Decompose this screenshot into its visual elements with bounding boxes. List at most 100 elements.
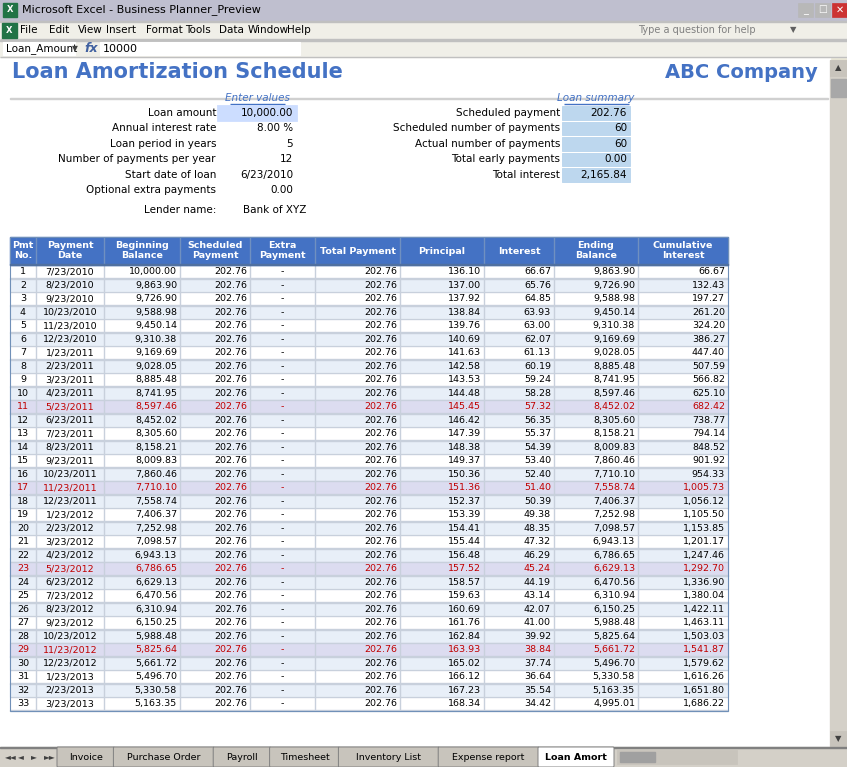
Text: 9,588.98: 9,588.98 <box>593 295 635 303</box>
Text: 8,009.83: 8,009.83 <box>135 456 177 466</box>
Text: Date: Date <box>58 251 83 259</box>
Text: -: - <box>281 443 285 452</box>
Text: ►: ► <box>31 752 37 762</box>
Text: Balance: Balance <box>121 251 163 259</box>
Bar <box>10 237 728 265</box>
Bar <box>10 522 728 535</box>
Text: 625.10: 625.10 <box>692 389 725 398</box>
FancyBboxPatch shape <box>213 747 270 767</box>
Text: 202.76: 202.76 <box>214 267 247 276</box>
Bar <box>10 346 728 360</box>
Bar <box>10 237 728 710</box>
Text: -: - <box>281 362 285 370</box>
Bar <box>10 697 728 710</box>
Text: Purchase Order: Purchase Order <box>127 752 201 762</box>
Text: 47.32: 47.32 <box>524 537 551 546</box>
Text: 202.76: 202.76 <box>214 416 247 425</box>
Text: 202.76: 202.76 <box>364 483 397 492</box>
Bar <box>10 616 728 630</box>
Text: 7,860.46: 7,860.46 <box>593 456 635 466</box>
Bar <box>10 468 728 481</box>
Text: 202.76: 202.76 <box>364 604 397 614</box>
Text: 7/23/2010: 7/23/2010 <box>46 267 94 276</box>
Text: 202.76: 202.76 <box>214 686 247 695</box>
Text: -: - <box>281 578 285 587</box>
Text: 8,305.60: 8,305.60 <box>135 430 177 438</box>
Text: 202.76: 202.76 <box>214 348 247 357</box>
Text: 51.40: 51.40 <box>524 483 551 492</box>
Text: 14: 14 <box>17 443 29 452</box>
Text: 7/23/2011: 7/23/2011 <box>46 430 94 438</box>
Text: 136.10: 136.10 <box>448 267 481 276</box>
Text: Pmt: Pmt <box>13 241 34 249</box>
Text: 1,686.22: 1,686.22 <box>683 700 725 708</box>
Text: 2/23/2013: 2/23/2013 <box>46 686 94 695</box>
Text: 202.76: 202.76 <box>214 537 247 546</box>
Text: 150.36: 150.36 <box>448 469 481 479</box>
Text: 202.76: 202.76 <box>364 416 397 425</box>
Text: 33: 33 <box>17 700 29 708</box>
Text: 9,028.05: 9,028.05 <box>593 348 635 357</box>
Text: 9,169.69: 9,169.69 <box>135 348 177 357</box>
Text: 160.69: 160.69 <box>448 604 481 614</box>
Text: ►►: ►► <box>44 752 56 762</box>
Text: 202.76: 202.76 <box>364 362 397 370</box>
Bar <box>562 153 630 166</box>
Text: 1,541.87: 1,541.87 <box>683 645 725 654</box>
Text: ▼: ▼ <box>790 25 796 35</box>
Text: 16: 16 <box>17 469 29 479</box>
Text: 30: 30 <box>17 659 29 668</box>
Text: 7,098.57: 7,098.57 <box>135 537 177 546</box>
Bar <box>830 60 847 747</box>
Text: -: - <box>281 456 285 466</box>
Text: 202.76: 202.76 <box>364 551 397 560</box>
Text: Inventory List: Inventory List <box>357 752 421 762</box>
Text: 507.59: 507.59 <box>692 362 725 370</box>
Text: 21: 21 <box>17 537 29 546</box>
Text: 202.76: 202.76 <box>214 483 247 492</box>
Text: 202.76: 202.76 <box>364 497 397 505</box>
Text: 8,597.46: 8,597.46 <box>135 402 177 411</box>
Text: 202.76: 202.76 <box>214 565 247 573</box>
Text: 1,247.46: 1,247.46 <box>683 551 725 560</box>
Text: -: - <box>281 321 285 331</box>
Text: 202.76: 202.76 <box>364 659 397 668</box>
Text: 202.76: 202.76 <box>364 443 397 452</box>
Text: 6,786.65: 6,786.65 <box>593 551 635 560</box>
Text: 1,579.62: 1,579.62 <box>683 659 725 668</box>
Text: 132.43: 132.43 <box>692 281 725 290</box>
Text: 202.76: 202.76 <box>364 686 397 695</box>
Bar <box>10 98 828 99</box>
Text: 37.74: 37.74 <box>524 659 551 668</box>
Text: 20: 20 <box>17 524 29 533</box>
Text: -: - <box>281 604 285 614</box>
Text: 202.76: 202.76 <box>364 618 397 627</box>
Text: 11/23/2012: 11/23/2012 <box>42 645 97 654</box>
Text: Payment: Payment <box>47 241 93 249</box>
Text: 65.76: 65.76 <box>524 281 551 290</box>
Text: 6,943.13: 6,943.13 <box>593 537 635 546</box>
Text: View: View <box>78 25 102 35</box>
Text: -: - <box>281 308 285 317</box>
Text: 202.76: 202.76 <box>364 672 397 681</box>
Text: 25: 25 <box>17 591 29 601</box>
Text: 10/23/2011: 10/23/2011 <box>42 469 97 479</box>
Text: 145.45: 145.45 <box>448 402 481 411</box>
Text: X: X <box>7 5 14 15</box>
Text: 5,496.70: 5,496.70 <box>593 659 635 668</box>
Text: 29: 29 <box>17 645 29 654</box>
Text: 142.58: 142.58 <box>448 362 481 370</box>
Text: 26: 26 <box>17 604 29 614</box>
Text: 1,422.11: 1,422.11 <box>683 604 725 614</box>
Text: 5,661.72: 5,661.72 <box>593 645 635 654</box>
Text: 10,000.00: 10,000.00 <box>241 107 293 118</box>
Bar <box>0 747 847 767</box>
Text: Loan amount: Loan amount <box>147 107 216 118</box>
Text: -: - <box>281 430 285 438</box>
Text: Payroll: Payroll <box>226 752 257 762</box>
Text: 148.38: 148.38 <box>448 443 481 452</box>
Text: 38.84: 38.84 <box>524 645 551 654</box>
Text: 144.48: 144.48 <box>448 389 481 398</box>
Bar <box>831 79 846 97</box>
Text: 140.69: 140.69 <box>448 334 481 344</box>
